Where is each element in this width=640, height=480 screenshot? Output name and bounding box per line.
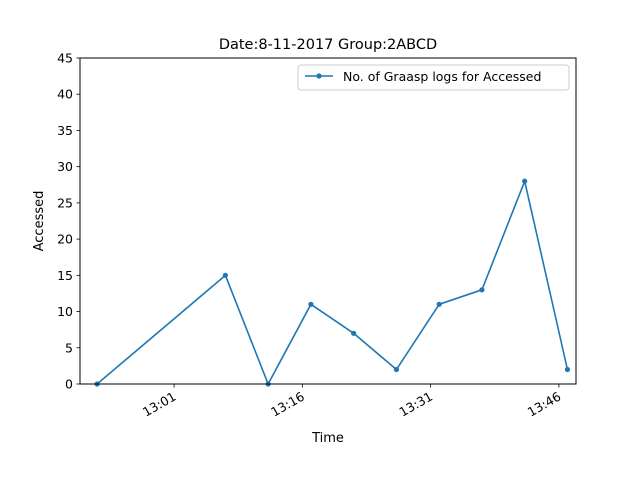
data-point [436, 301, 442, 307]
x-axis-label: Time [311, 431, 344, 446]
axes-frame [79, 57, 577, 385]
series-line [96, 180, 569, 385]
data-point [351, 330, 357, 336]
legend-label: No. of Graasp logs for Accessed [343, 69, 541, 84]
data-point [393, 366, 400, 373]
legend-marker [316, 73, 322, 79]
y-tick-label: 45 [57, 51, 73, 66]
data-point [564, 366, 571, 373]
data-point [308, 301, 314, 307]
y-tick-label: 5 [65, 340, 73, 355]
y-tick-label: 35 [57, 123, 73, 138]
legend: No. of Graasp logs for Accessed [297, 64, 570, 91]
y-tick-label: 20 [57, 232, 73, 247]
y-tick-label: 30 [57, 159, 73, 174]
y-tick-label: 40 [57, 87, 73, 102]
legend-box [297, 64, 570, 91]
chart-title: Date:8-11-2017 Group:2ABCD [219, 37, 437, 53]
data-point [479, 287, 485, 293]
y-axis-label: Accessed [32, 191, 47, 252]
data-point [222, 272, 228, 278]
data-point [522, 178, 528, 184]
y-tick-label: 10 [57, 304, 73, 319]
y-tick-label: 15 [57, 268, 73, 283]
y-tick-label: 25 [57, 195, 73, 210]
y-tick-label: 0 [65, 377, 73, 392]
